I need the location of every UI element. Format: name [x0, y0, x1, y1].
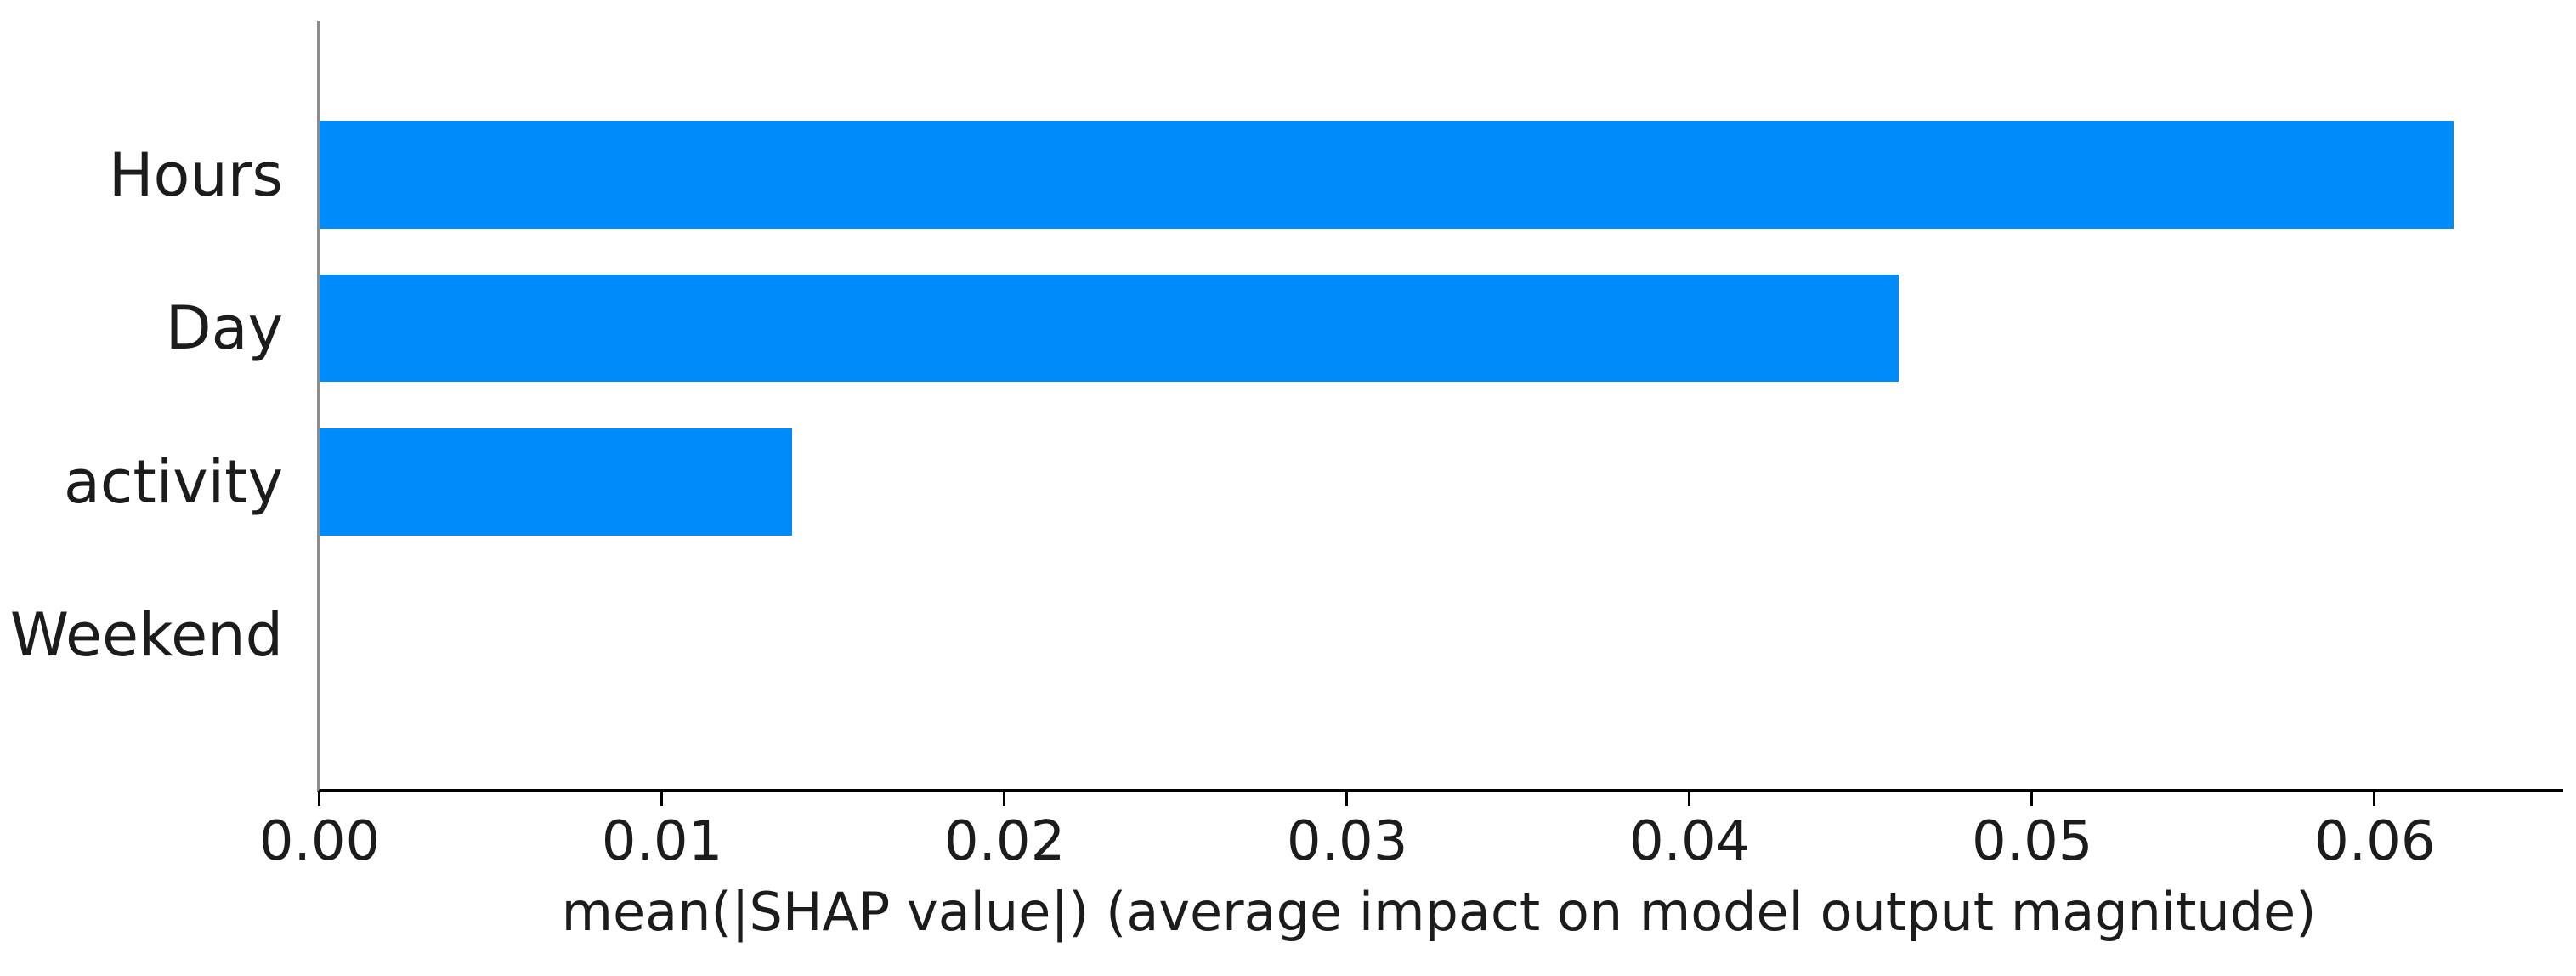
x-tick-label-0.01: 0.01: [601, 810, 723, 873]
x-tick-label-0.05: 0.05: [1972, 810, 2093, 873]
bar-activity: [320, 428, 793, 536]
x-tick-label-0.04: 0.04: [1628, 810, 1751, 873]
x-tick-mark-0.02: [1003, 792, 1006, 806]
x-tick-mark-0.00: [318, 792, 320, 806]
y-tick-label-hours: Hours: [108, 139, 283, 210]
y-tick-label-weekend: Weekend: [9, 600, 283, 671]
y-tick-label-day: Day: [165, 293, 283, 364]
y-tick-label-activity: activity: [63, 446, 283, 517]
x-tick-mark-0.03: [1345, 792, 1349, 806]
x-tick-mark-0.01: [660, 792, 664, 806]
plot-area: [317, 21, 2563, 792]
x-tick-mark-0.04: [1688, 792, 1691, 806]
x-axis-label: mean(|SHAP value|) (average impact on mo…: [561, 881, 2317, 943]
x-tick-label-0.03: 0.03: [1286, 810, 1408, 873]
x-tick-mark-0.06: [2373, 792, 2376, 806]
x-tick-label-0.06: 0.06: [2314, 810, 2436, 873]
x-tick-mark-0.05: [2030, 792, 2034, 806]
y-axis-labels: Hours Day activity Weekend: [0, 21, 283, 789]
x-tick-label-0.00: 0.00: [258, 810, 381, 873]
bar-day: [320, 274, 1899, 383]
x-tick-label-0.02: 0.02: [943, 810, 1066, 873]
bar-hours: [320, 121, 2454, 229]
